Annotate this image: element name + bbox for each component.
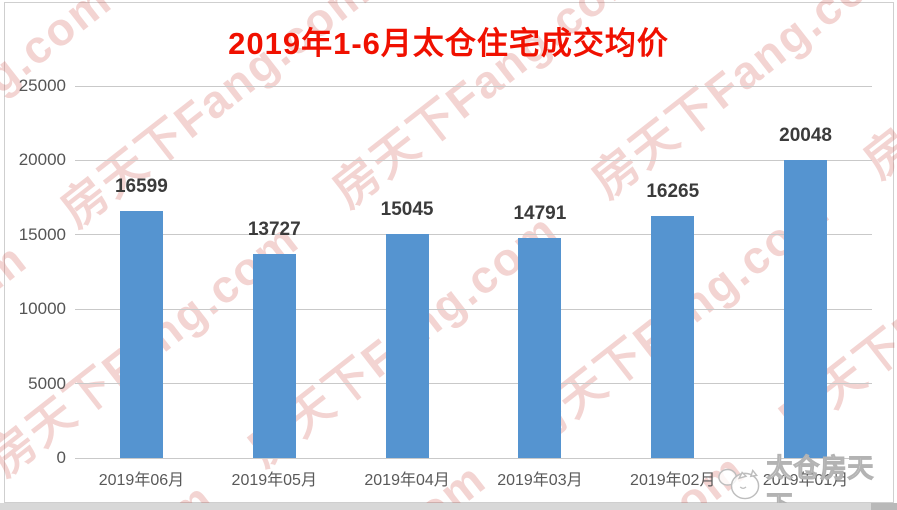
gridline	[75, 234, 872, 236]
x-tick-label: 2019年03月	[497, 472, 583, 489]
x-tick-label: 2019年06月	[98, 472, 185, 489]
y-tick-label: 20000	[18, 150, 66, 170]
site-badge: 太仓房天下	[716, 448, 897, 510]
gridline	[75, 383, 872, 385]
bar-value-label: 15045	[380, 199, 434, 221]
gridline	[75, 457, 872, 459]
y-tick-label: 5000	[28, 373, 66, 393]
x-axis: 2019年06月 2019年05月 2019年04月 2019年03月 2019年02月…	[75, 466, 872, 490]
bar-value-label: 16265	[646, 180, 700, 202]
window-bottom-edge-end	[871, 503, 897, 510]
y-tick-label: 15000	[18, 224, 66, 244]
gridline	[75, 159, 872, 161]
bar-2019年02月	[651, 215, 695, 458]
bar-2019年04月	[385, 234, 429, 458]
window-bottom-edge	[0, 503, 897, 510]
mascot-icon	[718, 468, 760, 500]
chart-title: 2019年1-6月太仓住宅成交均价	[228, 26, 669, 61]
x-tick-label: 2019年01月	[762, 472, 849, 489]
x-tick-label: 2019年05月	[231, 472, 317, 489]
y-axis: 0 5000 10000 15000 20000 25000	[0, 76, 66, 467]
bar-value-label: 13727	[247, 218, 301, 240]
site-badge-label: 太仓房天下	[766, 453, 875, 510]
bar-value-label: 20048	[779, 124, 832, 146]
bar-2019年01月	[784, 159, 828, 458]
grid-area: 16599 13727 15045 14791 16265 20048	[75, 85, 872, 459]
y-tick-label: 0	[56, 448, 66, 467]
bar-2019年05月	[252, 253, 296, 458]
bar-2019年03月	[518, 237, 562, 458]
y-tick-label: 10000	[18, 299, 66, 319]
bar-value-label: 16599	[114, 176, 168, 197]
gridline	[75, 85, 872, 87]
gridline	[75, 308, 872, 310]
bar-value-label: 14791	[513, 202, 567, 224]
x-tick-label: 2019年02月	[630, 472, 716, 489]
bar-2019年06月	[119, 211, 163, 458]
y-tick-label: 25000	[18, 76, 66, 95]
x-tick-label: 2019年04月	[364, 472, 450, 489]
